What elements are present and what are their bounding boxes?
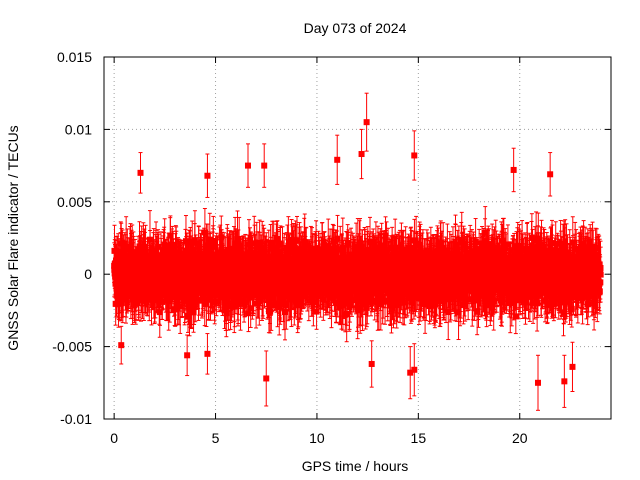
data-point [204, 153, 211, 198]
data-series [111, 92, 604, 411]
data-point [263, 350, 270, 407]
y-tick-label: 0.015 [57, 49, 92, 65]
data-point [204, 333, 211, 375]
y-tick-label: 0 [84, 266, 92, 282]
x-tick-label: 10 [309, 430, 325, 446]
y-axis-label: GNSS Solar Flare indicator / TECUs [5, 125, 21, 350]
y-tick-label: 0.005 [57, 194, 92, 210]
y-tick-label: -0.01 [60, 411, 92, 427]
x-axis-label: GPS time / hours [302, 458, 409, 474]
chart-title: Day 073 of 2024 [304, 20, 407, 36]
data-point [137, 152, 144, 194]
x-tick-label: 15 [411, 430, 427, 446]
data-point [510, 147, 517, 193]
data-point [561, 354, 568, 408]
x-tick-label: 5 [212, 430, 220, 446]
data-point [411, 343, 418, 397]
data-point [334, 134, 341, 185]
data-point [184, 334, 191, 377]
data-point [547, 152, 554, 197]
data-point [411, 130, 418, 181]
data-point [118, 325, 125, 365]
data-point [368, 340, 375, 388]
data-point [244, 143, 251, 188]
data-point [261, 143, 268, 188]
x-tick-label: 20 [512, 430, 528, 446]
y-tick-label: 0.01 [65, 121, 92, 137]
data-point [569, 341, 576, 392]
y-tick-label: -0.005 [52, 339, 92, 355]
data-point [363, 92, 370, 152]
x-tick-label: 0 [110, 430, 118, 446]
data-point [358, 128, 365, 180]
data-point [534, 354, 541, 411]
